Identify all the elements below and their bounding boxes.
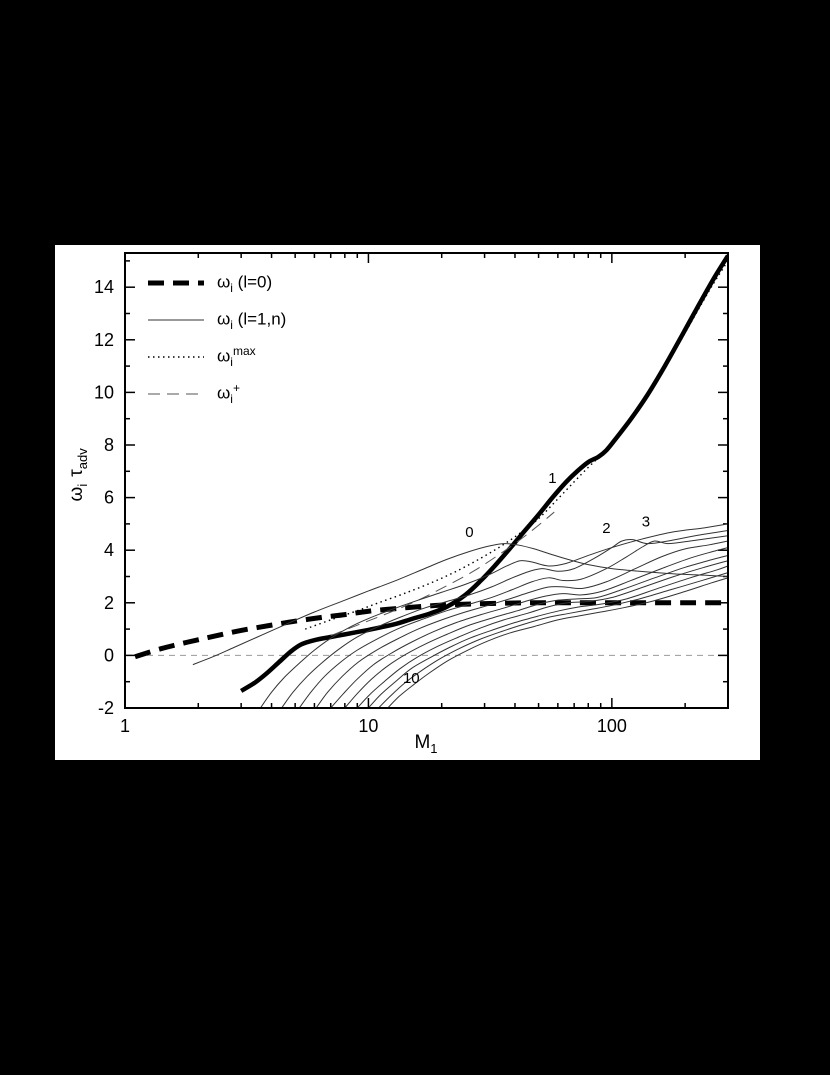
y-tick-label: 6 <box>104 488 114 508</box>
legend-entry: ωi (l=0) <box>147 270 286 296</box>
legend-label-sub: i <box>230 392 233 407</box>
legend-label-sub: i <box>230 281 233 296</box>
legend-label-base: ω <box>217 310 231 330</box>
legend-line-sample-thin <box>148 319 204 321</box>
series-n1 <box>260 523 728 708</box>
curve-label-1: 1 <box>548 470 556 487</box>
legend-label-sup: max <box>232 344 256 359</box>
series-omega-i-plus <box>330 511 555 637</box>
series-n10 <box>387 577 728 708</box>
curve-label-2: 2 <box>602 520 610 537</box>
legend-label-l1n: ωi (l=1,n) <box>217 307 286 332</box>
series-omega-i-max <box>304 260 728 630</box>
chart-panel: 1 10 100 -2 0 2 4 6 8 10 12 14 0 1 2 3 10 ωi (l=0) ωi (l… <box>55 245 760 760</box>
x-label-base: M <box>414 732 431 754</box>
y-tick-label: 8 <box>104 435 114 455</box>
series-n8 <box>368 565 728 708</box>
legend-label-max: ωimax <box>217 344 256 369</box>
curve-label-10: 10 <box>403 670 420 687</box>
legend-entry: ωi+ <box>147 381 286 407</box>
series-n9 <box>378 572 728 708</box>
y-label-omega: ω <box>66 486 88 502</box>
legend-label-base: ω <box>217 273 231 293</box>
series-n7 <box>356 560 728 708</box>
y-tick-label: 4 <box>104 540 114 560</box>
y-tick-label: -2 <box>98 698 114 718</box>
legend-label-sub: i <box>230 355 233 370</box>
legend-line-sample-dotted <box>148 356 204 358</box>
legend-label-suffix: (l=1,n) <box>232 310 287 330</box>
y-tick-label: 14 <box>94 277 114 297</box>
legend-label-sub: i <box>230 318 233 333</box>
x-label-sub: 1 <box>430 741 438 756</box>
legend-label-base: ω <box>217 347 231 367</box>
y-tick-label: 0 <box>104 645 114 665</box>
legend-label-sup: + <box>232 381 240 396</box>
y-tick-label: 12 <box>94 330 114 350</box>
x-axis-label: M1 <box>414 732 437 756</box>
y-tick-label: 2 <box>104 593 114 613</box>
legend: ωi (l=0) ωi (l=1,n) ωimax ωi+ <box>147 270 286 407</box>
series-omega-i-l0 <box>134 600 728 660</box>
y-axis-label: ωi τadv <box>66 430 90 520</box>
x-tick-label: 10 <box>358 716 378 736</box>
series-omega-i-l1-fundamental <box>239 254 728 693</box>
series-n5 <box>330 547 728 708</box>
plot-frame <box>124 252 729 709</box>
legend-line-sample-long-dash <box>148 393 204 395</box>
curve-label-3: 3 <box>642 514 650 531</box>
legend-entry: ωimax <box>147 344 286 370</box>
y-label-omega-sub: i <box>74 483 90 487</box>
x-tick-label: 1 <box>120 716 130 736</box>
series-n0 <box>192 543 728 666</box>
legend-label-suffix: (l=0) <box>232 273 273 293</box>
legend-line-sample-thick-dashed <box>148 280 204 286</box>
legend-label-plus: ωi+ <box>217 381 240 406</box>
series-n6 <box>344 554 728 708</box>
legend-label-base: ω <box>217 384 231 404</box>
series-n4 <box>315 540 728 708</box>
y-tick-label: 10 <box>94 382 114 402</box>
series-n2 <box>281 529 728 708</box>
y-label-tau-sub: adv <box>74 448 90 470</box>
x-tick-label: 100 <box>597 716 627 736</box>
series-n3 <box>298 535 728 708</box>
curve-label-0: 0 <box>465 524 473 541</box>
y-label-tau: τ <box>66 469 88 477</box>
legend-entry: ωi (l=1,n) <box>147 307 286 333</box>
legend-label-l0: ωi (l=0) <box>217 270 272 295</box>
